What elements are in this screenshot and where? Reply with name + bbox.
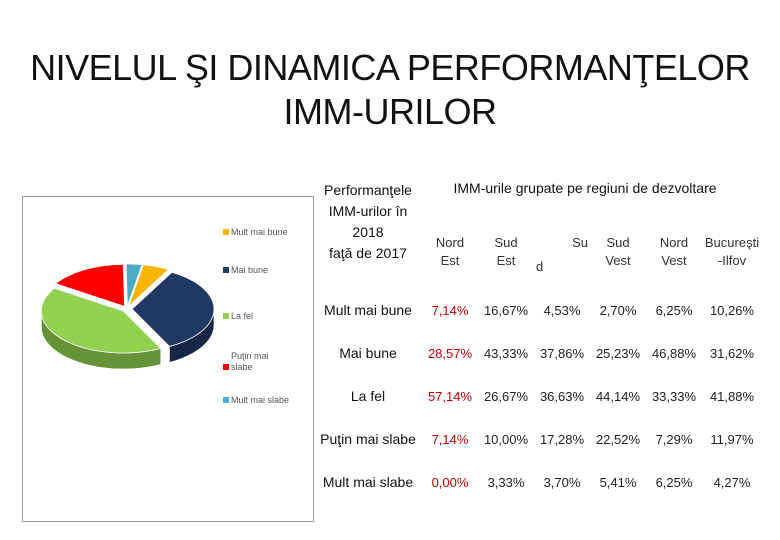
table-cell: 11,97% (710, 432, 754, 447)
column-header-line: Nord (659, 235, 689, 250)
pie-chart (40, 263, 215, 370)
table-cell: 16,67% (483, 303, 529, 318)
column-header-line: Su (572, 235, 588, 250)
row-label: La fel (350, 388, 386, 404)
row-label: Mult mai bune (324, 302, 412, 318)
column-header: Bucureşti -Ilfov (704, 234, 760, 270)
title-line-1: NIVELUL ŞI DINAMICA PERFORMANŢELOR (30, 47, 750, 88)
column-header-line: d (536, 259, 544, 274)
table-cell: 7,29% (655, 432, 693, 447)
column-header-line: Nord (435, 235, 465, 250)
legend-label: Mult mai slabe (231, 395, 290, 405)
column-header: Nord Vest (646, 234, 702, 270)
pie-chart-frame: Mult mai bune Mai bune La fel Puţin mai sla… (22, 196, 314, 522)
column-header-line: Sud (494, 235, 518, 250)
table-cell: 17,28% (539, 432, 585, 447)
column-header: Sud Vest (590, 234, 646, 270)
legend-label: La fel (231, 311, 254, 321)
pie-slice (125, 263, 143, 307)
column-header: Su d (534, 234, 590, 276)
row-label: Mai bune (339, 345, 397, 361)
legend-label: Puţin mai slabe (231, 351, 269, 372)
caption-line: 2018 (352, 224, 384, 240)
legend-label: Mult mai bune (231, 227, 288, 237)
column-header: Nord Est (422, 234, 478, 270)
table-cell: 41,88% (709, 389, 755, 404)
column-header-line: Sud (606, 235, 630, 250)
table-cell: 2,70% (599, 303, 637, 318)
table-cell: 25,23% (595, 346, 641, 361)
table-cell: 46,88% (651, 346, 697, 361)
table-cell: 10,26% (709, 303, 755, 318)
legend-swatch (223, 267, 229, 273)
row-label: Puţin mai slabe (320, 431, 416, 447)
table-cell: 57,14% (427, 389, 473, 404)
column-header-line: Bucureşti (704, 235, 760, 250)
table-cell: 4,53% (543, 303, 581, 318)
column-header: Sud Est (478, 234, 534, 270)
table-cell: 31,62% (709, 346, 755, 361)
table-cell: 7,14% (431, 303, 469, 318)
column-header-line: Vest (605, 253, 631, 268)
legend-swatch (223, 313, 229, 319)
column-header-line: -Ilfov (717, 253, 747, 268)
table-cell: 5,41% (599, 475, 637, 490)
table-cell: 36,63% (539, 389, 585, 404)
table-cell: 7,14% (431, 432, 469, 447)
legend-label: Mai bune (231, 265, 269, 275)
legend-entry: Mai bune (223, 265, 268, 276)
table-cell: 28,57% (427, 346, 473, 361)
table-cell: 10,00% (483, 432, 529, 447)
table-cell: 44,14% (595, 389, 641, 404)
legend-swatch (223, 364, 229, 370)
caption-line: Performanţele (324, 182, 412, 198)
caption-line: IMM-urilor în (328, 203, 408, 219)
pie-slice (54, 263, 125, 307)
legend-swatch (223, 229, 229, 235)
table-cell: 6,25% (655, 303, 693, 318)
slide-title: NIVELUL ŞI DINAMICA PERFORMANŢELOR IMM-U… (0, 46, 780, 134)
chart-caption: Performanţele IMM-urilor în 2018 faţă de 20… (312, 180, 424, 264)
legend-swatch (223, 397, 229, 403)
pie-slice (128, 264, 170, 307)
table-cell: 37,86% (539, 346, 585, 361)
row-label: Mult mai slabe (322, 474, 414, 490)
column-header-line: Est (440, 253, 460, 268)
title-line-2: IMM-URILOR (283, 91, 498, 132)
table-cell: 3,70% (543, 475, 581, 490)
table-cell: 33,33% (651, 389, 697, 404)
table-cell: 22,52% (595, 432, 641, 447)
pie-slice (131, 271, 215, 347)
pie-slice (40, 287, 162, 354)
legend-entry: Puţin mai slabe (223, 351, 281, 373)
column-header-line: Est (496, 253, 516, 268)
legend-entry: La fel (223, 311, 253, 322)
legend-entry: Mult mai slabe (223, 395, 289, 406)
column-header-line: Vest (661, 253, 687, 268)
legend-entry: Mult mai bune (223, 227, 288, 238)
table-cell: 3,33% (487, 475, 525, 490)
caption-line: faţă de 2017 (329, 245, 407, 261)
table-cell: 26,67% (483, 389, 529, 404)
table-cell: 6,25% (655, 475, 693, 490)
table-cell: 4,27% (713, 475, 751, 490)
table-title: IMM-urile grupate pe regiuni de dezvolta… (453, 180, 717, 196)
table-cell: 0,00% (431, 475, 469, 490)
table-cell: 43,33% (483, 346, 529, 361)
